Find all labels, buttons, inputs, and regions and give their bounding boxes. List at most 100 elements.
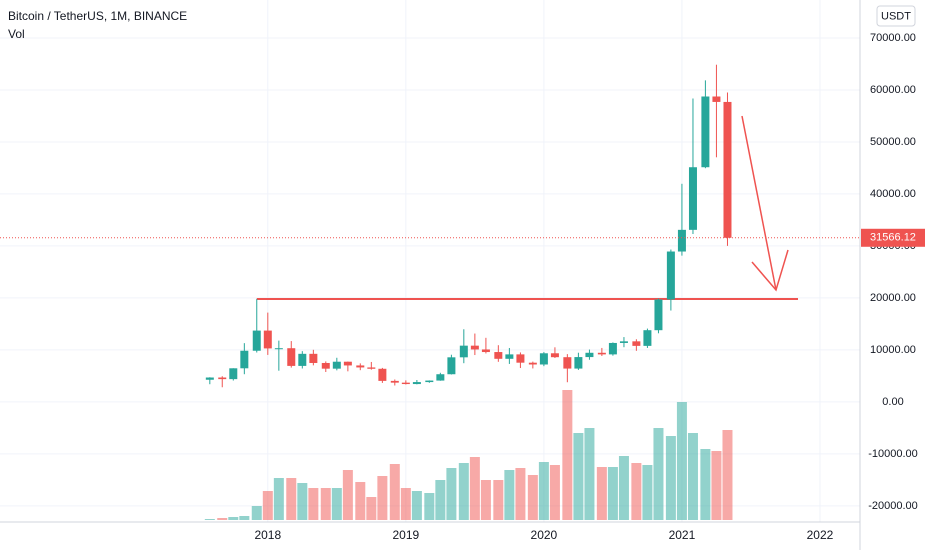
volume-bar	[377, 476, 388, 520]
candle-body	[447, 357, 456, 375]
volume-bar	[538, 462, 549, 520]
candle-body	[378, 368, 387, 381]
volume-bar	[435, 480, 446, 520]
y-tick-label: -20000.00	[868, 500, 918, 512]
candle-body	[401, 382, 410, 385]
volume-bar	[631, 463, 642, 520]
candle-body	[539, 353, 548, 365]
candle-body	[287, 348, 296, 366]
candle-body	[367, 367, 376, 369]
y-tick-label: -10000.00	[868, 448, 918, 460]
y-tick-label: 40000.00	[870, 188, 916, 200]
x-tick-label: 2021	[669, 528, 696, 542]
x-tick-label: 2022	[807, 528, 834, 542]
x-tick-label: 2018	[254, 528, 281, 542]
volume-bar	[596, 467, 607, 520]
candle-body	[481, 349, 490, 353]
volume-bar	[366, 497, 377, 520]
candle-body	[412, 382, 421, 385]
candle-body	[666, 251, 675, 300]
x-tick-label: 2020	[531, 528, 558, 542]
candle-body	[632, 341, 641, 346]
volume-bar	[217, 518, 228, 520]
candle-body	[332, 361, 341, 369]
volume-label: Vol	[8, 27, 25, 41]
volume-bar	[562, 390, 573, 520]
volume-bar	[342, 470, 353, 520]
y-tick-label: 0.00	[882, 396, 903, 408]
marks	[0, 64, 860, 520]
volume-bar	[458, 463, 469, 520]
candle-body	[574, 357, 583, 369]
candle-body	[712, 96, 721, 102]
volume-bar	[286, 478, 297, 520]
y-tick-label: 60000.00	[870, 84, 916, 96]
volume-bar	[273, 478, 284, 520]
volume-bar	[653, 428, 664, 520]
candle-body	[654, 299, 663, 331]
candle-body	[505, 354, 514, 359]
volume-bar	[251, 506, 262, 520]
volume-bar	[411, 491, 422, 520]
volume-bar	[676, 402, 687, 520]
volume-bar	[446, 468, 457, 520]
volume-bar	[469, 457, 480, 520]
candle-body	[390, 380, 399, 383]
candle-body	[459, 345, 468, 358]
volume-bar	[618, 456, 629, 520]
currency-button[interactable]	[876, 5, 916, 27]
candle-body	[470, 345, 479, 350]
candle-body	[298, 353, 307, 366]
volume-bar	[642, 465, 653, 520]
arrow-head	[751, 249, 789, 292]
volume-bar	[297, 483, 308, 520]
candle-body	[343, 361, 352, 366]
candle-body	[597, 352, 606, 355]
volume-bar	[504, 470, 515, 520]
volume-bar	[262, 491, 273, 520]
volume-bar	[665, 436, 676, 520]
candle-body	[205, 377, 214, 380]
volume-bar	[687, 433, 698, 520]
candle-body	[240, 350, 249, 369]
candle-body	[516, 354, 525, 363]
chart-title: Bitcoin / TetherUS, 1M, BINANCE	[8, 9, 187, 23]
volume-bar	[722, 430, 733, 520]
currency-label[interactable]: USDT	[881, 10, 911, 22]
candle-body	[643, 330, 652, 346]
last-price-box	[861, 228, 925, 247]
candle-body	[701, 96, 710, 168]
candle-body	[550, 353, 559, 358]
volume-bar	[700, 449, 711, 520]
volume-bar	[711, 451, 722, 520]
volume-bar	[389, 464, 400, 520]
candle-body	[436, 374, 445, 381]
volume-bar	[584, 428, 595, 520]
volume-bar	[480, 480, 491, 520]
volume-bar	[515, 468, 526, 520]
candle-body	[494, 352, 503, 359]
candle-body	[585, 352, 594, 358]
candle-body	[309, 353, 318, 363]
candle-body	[321, 362, 330, 369]
y-tick-label: 10000.00	[870, 344, 916, 356]
y-tick-label: 50000.00	[870, 136, 916, 148]
candle-body	[619, 341, 628, 343]
volume-bar	[308, 488, 319, 520]
candle-body	[528, 362, 537, 365]
volume-bar	[239, 516, 250, 520]
volume-bar	[493, 480, 504, 520]
candle-body	[229, 368, 238, 380]
candle-body	[608, 342, 617, 355]
volume-bar	[228, 517, 239, 520]
volume-bar	[204, 519, 215, 520]
volume-bar	[320, 488, 331, 520]
volume-bar	[331, 488, 342, 520]
candle-body	[677, 229, 686, 252]
volume-bar	[607, 467, 618, 520]
last-price-label: 31566.12	[870, 232, 916, 244]
volume-bar	[573, 433, 584, 520]
